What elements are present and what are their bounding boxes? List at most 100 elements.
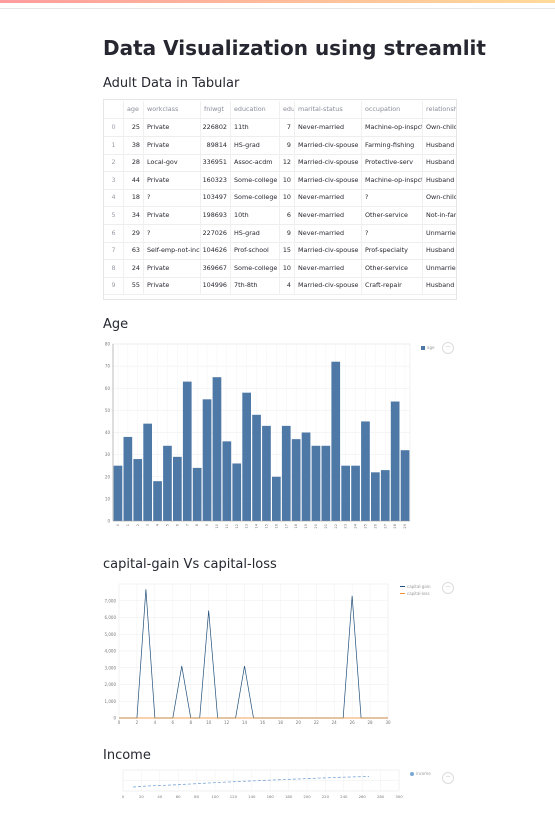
table-cell[interactable]: 12 xyxy=(280,154,295,172)
table-cell[interactable]: 10 xyxy=(280,171,295,189)
table-header-cell[interactable]: education xyxy=(231,101,280,118)
table-cell[interactable]: Private xyxy=(144,277,201,295)
table-header-cell[interactable]: fnlwgt xyxy=(201,101,231,118)
table-cell[interactable]: 2 xyxy=(104,154,124,172)
table-cell[interactable]: Private xyxy=(144,207,201,224)
table-cell[interactable]: 4 xyxy=(280,277,295,295)
table-cell[interactable]: Other-service xyxy=(362,259,423,277)
capital-chart-menu-button[interactable]: ··· xyxy=(442,582,454,594)
table-cell[interactable]: 63 xyxy=(124,242,144,260)
table-cell[interactable]: HS-grad xyxy=(231,136,280,154)
table-cell[interactable]: 28 xyxy=(124,154,144,172)
table-cell[interactable]: 38 xyxy=(124,136,144,154)
table-cell[interactable]: Own-child xyxy=(423,119,456,136)
table-header-cell[interactable]: workclass xyxy=(144,101,201,118)
table-header-cell[interactable]: occupation xyxy=(362,101,423,118)
table-cell[interactable]: 8 xyxy=(104,259,124,277)
table-header-cell[interactable] xyxy=(104,101,124,118)
table-cell[interactable]: Private xyxy=(144,136,201,154)
table-cell[interactable]: 11th xyxy=(231,119,280,136)
table-cell[interactable]: 34 xyxy=(124,207,144,224)
table-cell[interactable]: Assoc-acdm xyxy=(231,154,280,172)
table-cell[interactable]: 7 xyxy=(280,119,295,136)
table-cell[interactable]: Own-child xyxy=(423,189,456,206)
table-cell[interactable]: 10 xyxy=(280,259,295,277)
table-cell[interactable]: 4 xyxy=(104,189,124,207)
table-cell[interactable]: Married-civ-spouse xyxy=(295,277,362,295)
table-cell[interactable]: 9 xyxy=(280,136,295,154)
table-cell[interactable]: 160323 xyxy=(201,171,231,189)
table-cell[interactable]: Self-emp-not-inc xyxy=(144,242,201,260)
data-table[interactable]: ageworkclassfnlwgteducationeducmarital-s… xyxy=(103,99,457,300)
table-cell[interactable]: Husband xyxy=(423,172,456,189)
table-cell[interactable]: 44 xyxy=(124,171,144,189)
table-header-cell[interactable]: age xyxy=(124,101,144,118)
table-cell[interactable]: 29 xyxy=(124,224,144,242)
table-cell[interactable]: 89814 xyxy=(201,136,231,154)
table-cell[interactable]: Never-married xyxy=(295,119,362,136)
table-cell[interactable]: Machine-op-inspct xyxy=(362,171,423,189)
table-cell[interactable]: Prof-school xyxy=(231,242,280,260)
table-cell[interactable]: ? xyxy=(362,224,423,242)
table-cell[interactable]: Husband xyxy=(423,137,456,154)
table-cell[interactable]: Prof-specialty xyxy=(362,242,423,260)
table-cell[interactable]: Unmarried xyxy=(423,225,456,242)
table-cell[interactable]: Never-married xyxy=(295,224,362,242)
table-cell[interactable]: 104996 xyxy=(201,277,231,295)
table-cell[interactable]: 369667 xyxy=(201,259,231,277)
table-cell[interactable]: Never-married xyxy=(295,189,362,207)
table-cell[interactable]: Some-college xyxy=(231,189,280,207)
table-cell[interactable]: 3 xyxy=(104,171,124,189)
table-cell[interactable]: Other-service xyxy=(362,207,423,224)
table-cell[interactable]: 0 xyxy=(104,119,124,136)
table-cell[interactable]: 6 xyxy=(104,224,124,242)
table-cell[interactable]: Private xyxy=(144,119,201,136)
table-header-cell[interactable]: educ xyxy=(280,101,295,118)
table-cell[interactable]: 7 xyxy=(104,242,124,260)
income-chart-menu-button[interactable]: ··· xyxy=(442,772,454,784)
table-cell[interactable]: 5 xyxy=(104,207,124,224)
table-cell[interactable]: 25 xyxy=(124,119,144,136)
table-cell[interactable]: Craft-repair xyxy=(362,277,423,295)
table-cell[interactable]: Private xyxy=(144,171,201,189)
table-cell[interactable]: 198693 xyxy=(201,207,231,224)
table-cell[interactable]: 227026 xyxy=(201,224,231,242)
table-cell[interactable]: Machine-op-inspct xyxy=(362,119,423,136)
table-cell[interactable]: Husband xyxy=(423,277,456,294)
table-cell[interactable]: 1 xyxy=(104,136,124,154)
table-cell[interactable]: HS-grad xyxy=(231,224,280,242)
table-cell[interactable]: Married-civ-spouse xyxy=(295,242,362,260)
table-cell[interactable]: Farming-fishing xyxy=(362,136,423,154)
table-cell[interactable]: Some-college xyxy=(231,171,280,189)
table-cell[interactable]: Husband xyxy=(423,242,456,259)
table-cell[interactable]: 24 xyxy=(124,259,144,277)
table-cell[interactable]: 226802 xyxy=(201,119,231,136)
table-cell[interactable]: 9 xyxy=(104,277,124,295)
table-cell[interactable]: Private xyxy=(144,259,201,277)
table-cell[interactable]: 104626 xyxy=(201,242,231,260)
table-cell[interactable]: Married-civ-spouse xyxy=(295,136,362,154)
table-cell[interactable]: ? xyxy=(144,224,201,242)
table-cell[interactable]: ? xyxy=(362,189,423,207)
table-header-cell[interactable]: marital-status xyxy=(295,101,362,118)
table-cell[interactable]: 15 xyxy=(280,242,295,260)
table-cell[interactable]: 10 xyxy=(280,189,295,207)
table-cell[interactable]: Protective-serv xyxy=(362,154,423,172)
age-chart-menu-button[interactable]: ··· xyxy=(442,342,454,354)
table-cell[interactable]: 18 xyxy=(124,189,144,207)
table-cell[interactable]: Never-married xyxy=(295,259,362,277)
table-cell[interactable]: 9 xyxy=(280,224,295,242)
table-cell[interactable]: 55 xyxy=(124,277,144,295)
table-cell[interactable]: 6 xyxy=(280,207,295,224)
table-cell[interactable]: Local-gov xyxy=(144,154,201,172)
table-cell[interactable]: 103497 xyxy=(201,189,231,207)
table-cell[interactable]: Not-in-fam xyxy=(423,207,456,224)
table-header-cell[interactable]: relationsh xyxy=(423,101,456,118)
table-cell[interactable]: 10th xyxy=(231,207,280,224)
table-cell[interactable]: Married-civ-spouse xyxy=(295,154,362,172)
table-cell[interactable]: Married-civ-spouse xyxy=(295,171,362,189)
income-chart[interactable]: 0 20 40 60 80 100 120 140 160 180 200 220 240 260 280 3… xyxy=(103,768,403,804)
table-cell[interactable]: 336951 xyxy=(201,154,231,172)
